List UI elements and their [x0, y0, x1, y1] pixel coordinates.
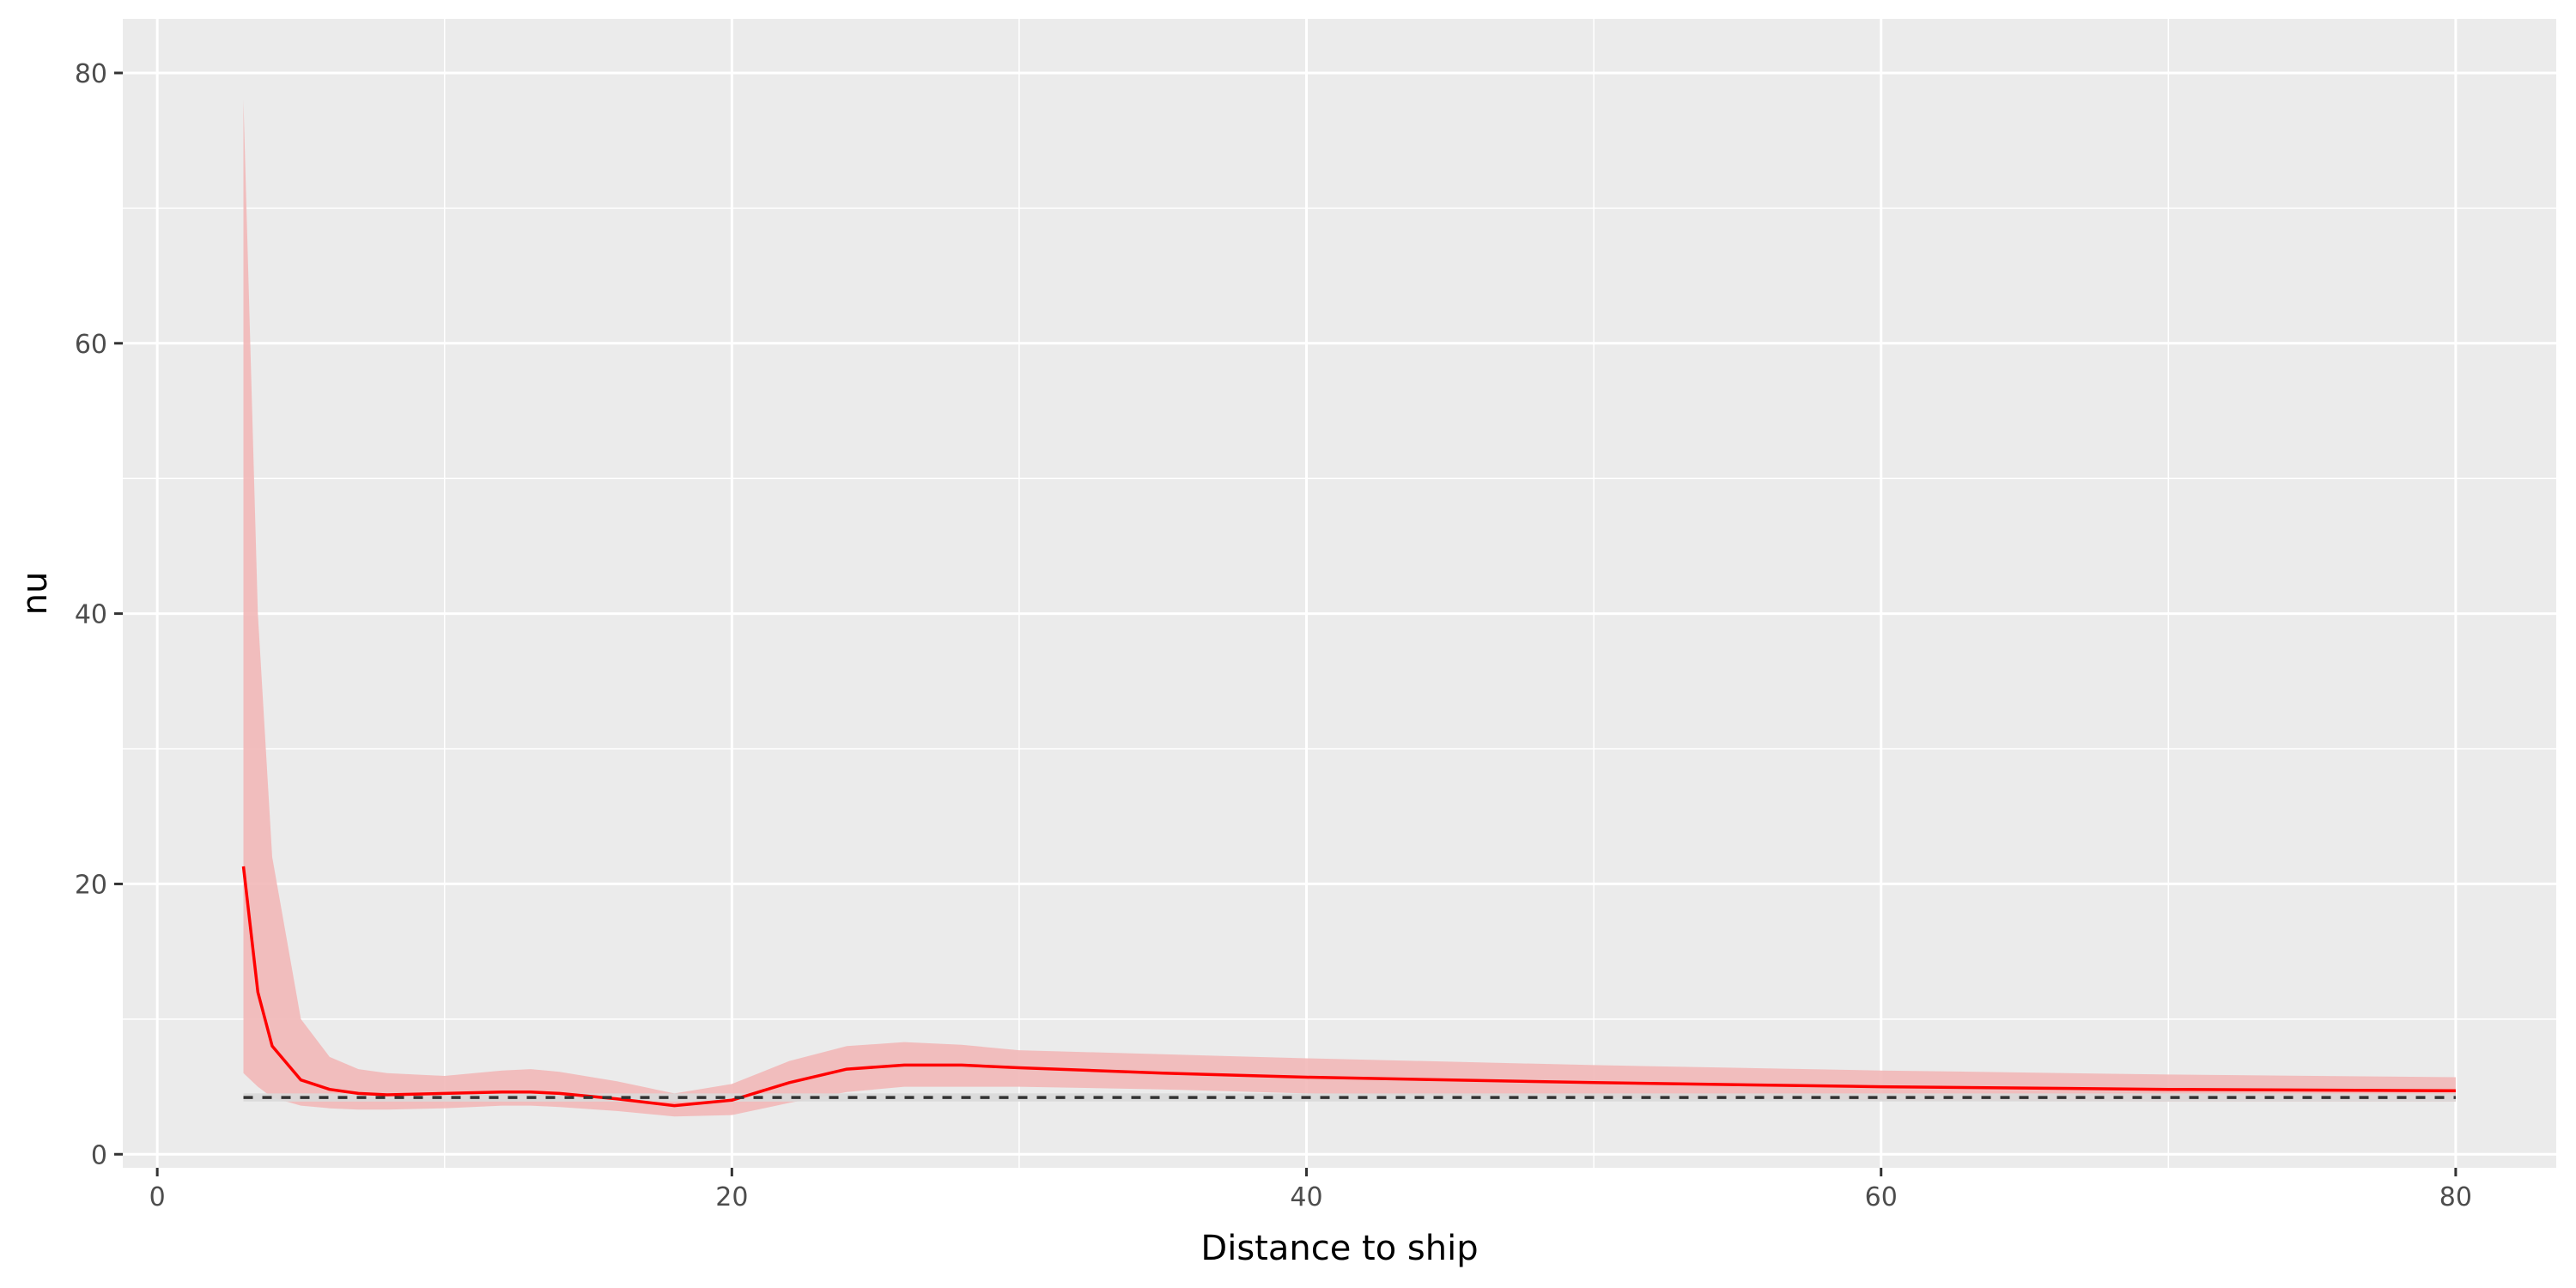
confidence-ribbon-2 — [243, 1093, 2456, 1102]
y-tick-label: 0 — [91, 1140, 107, 1170]
y-axis-title: nu — [15, 572, 55, 616]
x-axis: 0 20 40 60 80 — [149, 1168, 2472, 1212]
y-tick-label: 60 — [75, 330, 107, 360]
y-axis: 0 20 40 60 80 — [75, 59, 123, 1170]
x-tick-label: 60 — [1865, 1182, 1898, 1212]
grid-minor — [123, 19, 2556, 1168]
plot-panel — [123, 19, 2556, 1168]
series-lines — [241, 866, 2456, 1108]
y-tick-label: 80 — [75, 59, 107, 89]
y-tick-label: 40 — [75, 600, 107, 630]
series-line-1 — [241, 866, 2456, 1108]
confidence-ribbons — [243, 100, 2456, 1117]
y-tick-label: 20 — [75, 870, 107, 900]
grid-major — [123, 19, 2556, 1168]
x-tick-label: 80 — [2439, 1182, 2472, 1212]
x-tick-label: 40 — [1290, 1182, 1322, 1212]
x-tick-label: 0 — [149, 1182, 166, 1212]
x-tick-label: 20 — [715, 1182, 748, 1212]
x-axis-title: Distance to ship — [1200, 1229, 1478, 1268]
